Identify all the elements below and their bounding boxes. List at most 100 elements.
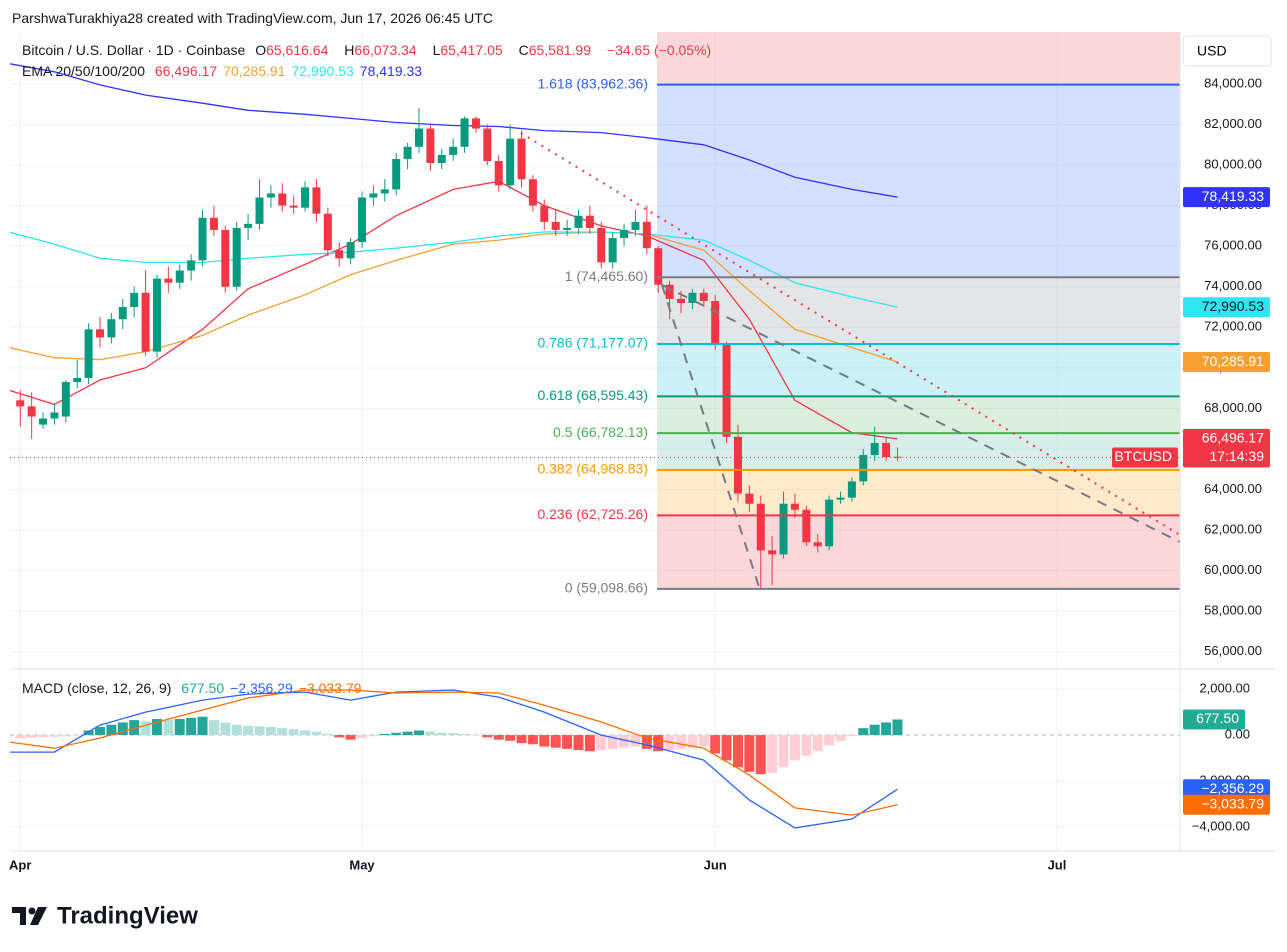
fib-zone — [657, 515, 1180, 589]
macd-bar — [311, 731, 322, 736]
candle-body — [711, 300, 720, 344]
y-tick-label: 64,000.00 — [1204, 481, 1262, 496]
macd-bar — [151, 718, 162, 736]
price-label: 78,419.33 — [1202, 188, 1264, 204]
macd-legend-value: −3,033.79 — [298, 680, 362, 696]
macd-bar — [95, 727, 105, 736]
fib-zone — [657, 433, 1180, 470]
candle-body — [722, 343, 731, 437]
macd-bar — [208, 720, 219, 736]
macd-bar — [892, 719, 903, 736]
candle-body — [289, 205, 298, 208]
trend-line — [520, 132, 1180, 536]
ohlc-value: 65,616.64 — [266, 42, 329, 58]
macd-bar — [573, 735, 584, 750]
macd-bar — [436, 732, 447, 736]
fib-label: 0.5 (66,782.13) — [553, 424, 648, 440]
y-tick-label: 72,000.00 — [1204, 319, 1262, 334]
candle-body — [255, 197, 264, 224]
macd-bar — [550, 735, 561, 748]
ema-line — [10, 63, 898, 198]
candle-body — [403, 146, 412, 159]
price-label-box — [1183, 187, 1270, 208]
macd-bar — [425, 731, 436, 736]
candle-body — [392, 158, 401, 190]
macd-bar — [140, 721, 151, 736]
macd-bar — [300, 730, 311, 736]
candle-body — [301, 187, 310, 208]
macd-bar — [163, 720, 174, 736]
macd-bar — [83, 730, 94, 736]
candle-body — [665, 284, 674, 299]
ema-line — [10, 180, 898, 440]
price-label: 66,496.17 — [1202, 430, 1264, 446]
candle-body — [779, 503, 788, 555]
y-tick-label: 0.00 — [1225, 726, 1250, 741]
candle-body — [335, 250, 344, 259]
y-tick-label: 56,000.00 — [1204, 643, 1262, 658]
candle-body — [608, 238, 617, 263]
candle-body — [323, 213, 332, 251]
macd-bar — [15, 735, 26, 739]
x-tick-label: Jun — [704, 857, 727, 872]
macd-bar — [106, 724, 117, 736]
candle-body — [745, 493, 754, 504]
candle-body — [27, 406, 36, 417]
candle-body — [312, 187, 321, 214]
candle-body — [278, 193, 287, 206]
logo-shape — [28, 907, 36, 915]
change: −34.65 (−0.05%) — [606, 42, 712, 58]
price-label: 70,285.91 — [1202, 353, 1264, 369]
price-label-box — [1183, 428, 1270, 449]
macd-bar — [391, 732, 402, 736]
fib-zone — [657, 277, 1180, 344]
currency: USD — [1197, 43, 1227, 59]
macd-bar — [619, 735, 630, 748]
candle-body — [96, 329, 104, 338]
fib-label: 0.236 (62,725.26) — [537, 506, 648, 522]
macd-bar — [26, 735, 37, 738]
price-label: BTCUSD — [1114, 448, 1172, 464]
price-label-box — [1183, 779, 1270, 800]
trend-lines — [520, 132, 1180, 591]
candle-body — [506, 138, 515, 186]
axes: 56,000.00 58,000.00 60,000.00 62,000.00 64,0… — [9, 75, 1270, 872]
macd-bar — [357, 735, 368, 738]
macd-bar — [527, 735, 538, 745]
candle-body — [244, 223, 253, 228]
macd-bar — [38, 735, 49, 738]
macd-bar — [379, 733, 390, 736]
candle-body — [540, 205, 549, 222]
price-label: 17:14:39 — [1210, 448, 1265, 464]
candle-body — [187, 260, 196, 271]
macd-bar — [516, 735, 527, 744]
macd-bar — [641, 735, 652, 749]
macd-bar — [607, 735, 618, 749]
trend-line — [661, 284, 1180, 543]
candle-body — [870, 442, 879, 456]
macd-bar — [413, 730, 424, 736]
macd-bar — [345, 735, 356, 740]
candle-body — [597, 227, 606, 263]
ohlc-value: 66,073.34 — [354, 42, 417, 58]
macd-bar — [505, 735, 516, 741]
candle-body — [494, 160, 503, 186]
candle-body — [688, 292, 697, 303]
candle-body — [654, 248, 663, 285]
macd-bar — [174, 718, 185, 736]
fib-label: 0.786 (71,177.07) — [537, 335, 648, 351]
macd-bar — [334, 735, 345, 738]
candle-body — [813, 542, 822, 547]
ohlc-key: O — [255, 42, 267, 58]
fib-zones — [657, 32, 1180, 589]
candle-body — [426, 128, 435, 164]
macd-bar — [60, 735, 71, 737]
fib-label: 0.382 (64,968.83) — [537, 461, 648, 477]
ohlc: H66,073.34 — [344, 42, 422, 58]
candle-body — [528, 179, 537, 206]
macd-bar — [448, 733, 459, 736]
candle-body — [768, 550, 777, 555]
macd-bar — [562, 735, 573, 749]
